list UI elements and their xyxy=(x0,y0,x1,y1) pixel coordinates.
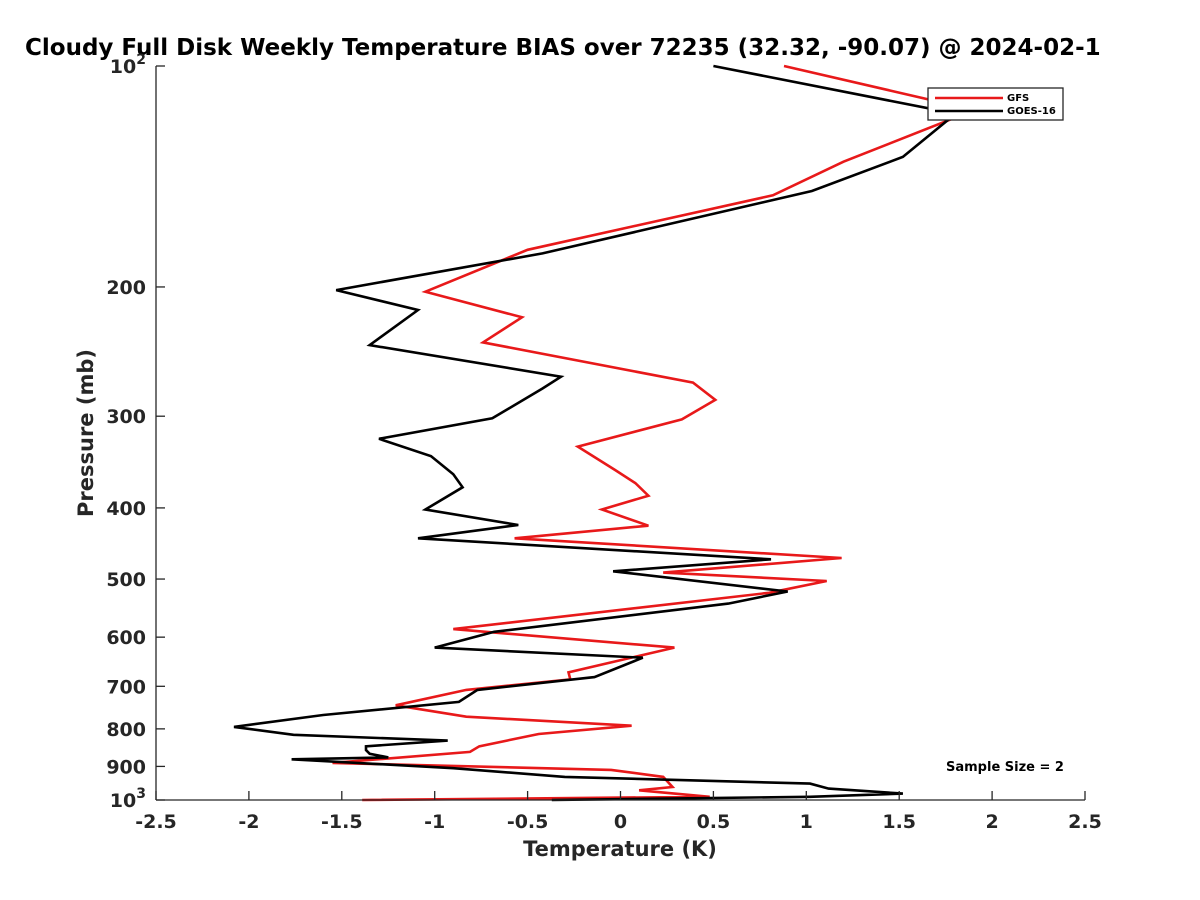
x-tick-label: 2 xyxy=(985,811,998,833)
y-tick-label: 600 xyxy=(106,627,146,649)
y-tick-label: 300 xyxy=(106,406,146,428)
legend: GFS GOES-16 xyxy=(927,87,1064,121)
x-tick-label: 2.5 xyxy=(1068,811,1102,833)
x-tick-label: -1.5 xyxy=(321,811,363,833)
y-tick-label-power: 102 xyxy=(110,52,146,78)
series-layer xyxy=(233,64,970,802)
x-tick-label: -0.5 xyxy=(507,811,549,833)
y-tick-label-power: 103 xyxy=(110,786,146,812)
chart-title: Cloudy Full Disk Weekly Temperature BIAS… xyxy=(25,35,1101,61)
x-axis-label: Temperature (K) xyxy=(523,837,717,861)
legend-label-goes-16: GOES-16 xyxy=(1007,106,1056,117)
x-tick-label: -1 xyxy=(424,811,445,833)
y-tick-label: 700 xyxy=(106,676,146,698)
y-ticks: 200 300 400 500 600 700 800 900 102 103 xyxy=(106,52,165,812)
y-tick-label: 500 xyxy=(106,569,146,591)
y-axis-label: Pressure (mb) xyxy=(74,349,98,517)
series-line-gfs xyxy=(332,64,970,802)
sample-size-annotation: Sample Size = 2 xyxy=(946,760,1064,775)
x-tick-label: 1 xyxy=(800,811,813,833)
x-tick-label: 0 xyxy=(614,811,627,833)
legend-box xyxy=(927,87,1064,121)
y-tick-label: 800 xyxy=(106,719,146,741)
y-tick-label: 900 xyxy=(106,756,146,778)
y-tick-label: 200 xyxy=(106,277,146,299)
x-tick-label: 0.5 xyxy=(697,811,731,833)
legend-label-gfs: GFS xyxy=(1007,93,1029,104)
axes: -2.5 -2 -1.5 -1 -0.5 0 0.5 1 1.5 2 2.5 200 300 400 50… xyxy=(106,52,1102,833)
x-tick-label: -2 xyxy=(238,811,259,833)
series-line-goes-16 xyxy=(233,64,952,802)
x-tick-label: -2.5 xyxy=(135,811,177,833)
x-ticks: -2.5 -2 -1.5 -1 -0.5 0 0.5 1 1.5 2 2.5 xyxy=(135,791,1102,833)
x-tick-label: 1.5 xyxy=(882,811,916,833)
y-tick-label: 400 xyxy=(106,498,146,520)
